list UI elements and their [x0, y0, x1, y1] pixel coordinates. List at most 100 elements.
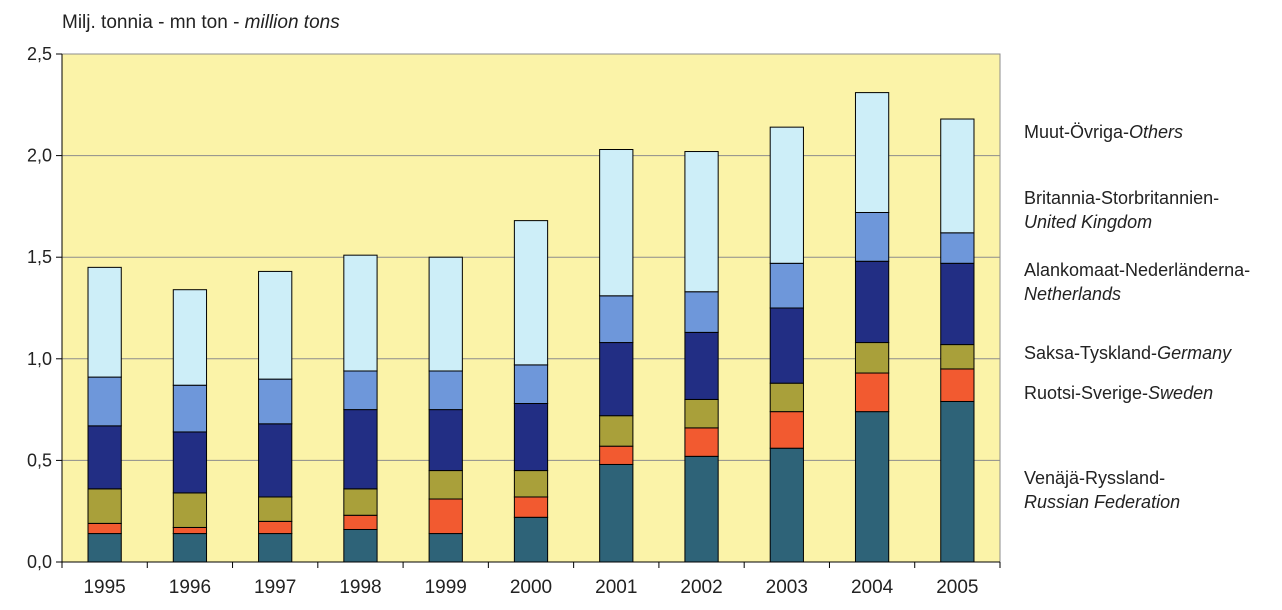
bar-segment: [172, 289, 208, 386]
legend-label: Alankomaat-Nederländerna-: [1024, 260, 1251, 280]
y-tick-label: 2,0: [27, 146, 52, 166]
legend-label: Saksa-Tyskland-: [1024, 343, 1158, 363]
bar-segment: [599, 342, 634, 417]
x-tick-label: 2003: [766, 577, 808, 598]
bar-segment: [172, 431, 208, 494]
legend-entry-others: Muut-Övriga-Others: [1024, 120, 1183, 144]
bar-segment: [769, 262, 804, 309]
bar-segment: [684, 398, 719, 429]
bar-segment: [343, 370, 378, 411]
bar-segment: [343, 528, 378, 563]
bar-segment: [428, 370, 463, 411]
y-tick-label: 1,5: [27, 247, 52, 267]
bar-segment: [854, 372, 890, 413]
x-tick-label: 2005: [936, 577, 978, 598]
bar-segment: [87, 488, 122, 524]
legend-label-italic: United Kingdom: [1024, 212, 1153, 232]
y-tick-label: 0,0: [27, 552, 52, 572]
bar-segment: [684, 427, 719, 457]
bar-segment: [599, 149, 634, 297]
y-axis-unit-title-italic: million tons: [244, 12, 340, 33]
x-tick-label: 2001: [595, 577, 637, 598]
bar-segment: [940, 368, 975, 402]
legend: Muut-Övriga-Others Britannia-Storbritann…: [1024, 0, 1282, 610]
bar-segment: [172, 384, 208, 433]
bar-segment: [769, 126, 804, 264]
bar-segment: [513, 364, 549, 405]
bar-segment: [258, 270, 293, 380]
legend-label: Ruotsi-Sverige-: [1024, 383, 1149, 403]
legend-label-italic: Germany: [1157, 343, 1232, 363]
bar-segment: [343, 409, 378, 490]
bar-segment: [172, 492, 208, 528]
bar-segment: [769, 447, 804, 563]
x-tick-label: 1996: [169, 577, 211, 598]
bar-segment: [513, 470, 549, 498]
bar-segment: [87, 425, 122, 490]
x-tick-label: 2004: [851, 577, 894, 598]
x-tick-label: 1995: [83, 577, 125, 598]
y-tick-label: 2,5: [27, 44, 52, 64]
bar-segment: [769, 307, 804, 384]
bar-segment: [258, 496, 293, 522]
bar-segment: [258, 533, 293, 563]
x-tick-label: 2000: [510, 577, 552, 598]
y-tick-label: 0,5: [27, 450, 52, 470]
bar-segment: [513, 496, 549, 518]
bar-segment: [940, 262, 975, 346]
bar-segment: [769, 382, 804, 413]
bar-segment: [513, 516, 549, 563]
bar-segment: [854, 211, 890, 262]
bar-segment: [940, 344, 975, 370]
bar-segment: [684, 151, 719, 293]
bar-segment: [343, 488, 378, 516]
bar-segment: [854, 342, 890, 374]
bar-segment: [854, 260, 890, 344]
bar-segment: [258, 423, 293, 498]
bar-segment: [599, 295, 634, 344]
bar-segment: [940, 400, 975, 563]
legend-label-italic: Others: [1129, 122, 1184, 142]
bar-segment: [428, 533, 463, 563]
bar-segment: [428, 470, 463, 500]
bar-segment: [343, 254, 378, 372]
bar-segment: [258, 378, 293, 425]
bar-segment: [599, 463, 634, 563]
x-tick-label: 1999: [425, 577, 467, 598]
bar-segment: [940, 118, 975, 234]
bar-segment: [769, 411, 804, 449]
bar-segment: [87, 522, 122, 535]
bar-segment: [599, 445, 634, 465]
legend-entry-netherlands: Alankomaat-Nederländerna- Netherlands: [1024, 258, 1250, 306]
legend-entry-germany: Saksa-Tyskland-Germany: [1024, 341, 1231, 365]
bar-segment: [87, 533, 122, 563]
legend-entry-sweden: Ruotsi-Sverige-Sweden: [1024, 381, 1213, 405]
bar-segment: [428, 498, 463, 535]
bar-segment: [343, 514, 378, 530]
bar-segment: [172, 526, 208, 535]
legend-entry-russian-federation: Venäjä-Ryssland- Russian Federation: [1024, 466, 1180, 514]
x-tick-label: 1997: [254, 577, 296, 598]
y-axis-unit-title: Milj. tonnia - mn ton - million tons: [62, 12, 340, 34]
bar-segment: [684, 455, 719, 563]
bar-segment: [87, 266, 122, 378]
x-tick-label: 2002: [680, 577, 722, 598]
legend-label-italic: Sweden: [1148, 383, 1214, 403]
legend-label: Britannia-Storbritannien-: [1024, 188, 1220, 208]
y-axis-unit-title-prefix: Milj. tonnia - mn ton -: [62, 12, 245, 33]
legend-entry-united-kingdom: Britannia-Storbritannien- United Kingdom: [1024, 186, 1219, 234]
legend-label-italic: Russian Federation: [1024, 492, 1181, 512]
legend-label: Muut-Övriga-: [1024, 122, 1130, 142]
bar-segment: [428, 256, 463, 372]
bar-segment: [854, 92, 890, 213]
x-tick-label: 1998: [339, 577, 381, 598]
bar-segment: [258, 520, 293, 535]
axes: 0,0 0,5 1,0 1,5 2,0 2,5 1995 1996 1997 1998 1999 20…: [27, 44, 1001, 598]
bar-segment: [684, 291, 719, 333]
chart-plot-svg: 0,0 0,5 1,0 1,5 2,0 2,5 1995 1996 1997 1998 1999 20…: [27, 44, 1001, 598]
bar-segment: [513, 220, 549, 366]
bar-segment: [172, 533, 208, 563]
legend-label-italic: Netherlands: [1024, 284, 1122, 304]
bar-segment: [428, 409, 463, 472]
